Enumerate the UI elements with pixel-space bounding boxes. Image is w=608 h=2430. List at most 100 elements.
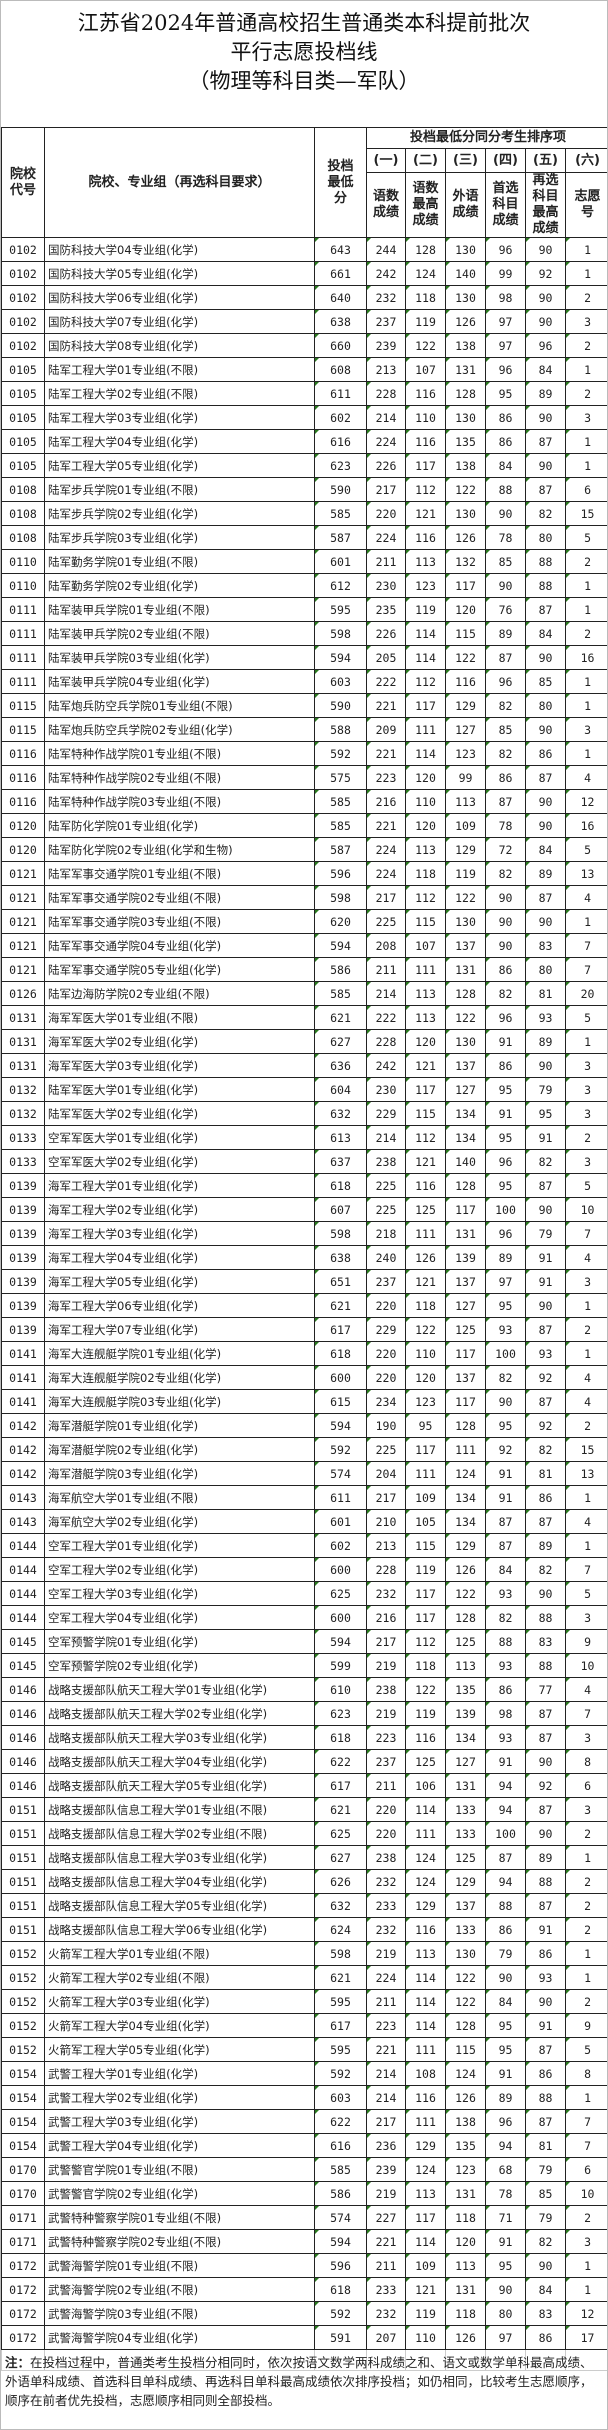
second-subject-max-score: 82 [525,1149,566,1174]
min-score: 586 [314,957,367,982]
header-tie-number: (二) [405,148,446,173]
school-code: 0131 [1,1029,45,1054]
foreign-language-score: 134 [445,1485,486,1510]
table-row: 0146 战略支援部队航天工程大学03专业组(化学) 618 223 116 134 93 8… [1,1725,607,1750]
min-score: 598 [314,1941,367,1966]
table-row: 0145 空军预警学院01专业组(化学) 594 217 112 125 88 83 9 [1,1629,607,1654]
preference-number: 7 [564,1557,607,1582]
footnote: 注：在投档过程中，普通类考生投档分相同时，依次按语文数学两科成绩之和、语文或数学… [5,2353,601,2410]
table-row: 0142 海军潜艇学院02专业组(化学) 592 225 117 111 92 82 15 [1,1437,607,1462]
foreign-language-score: 140 [445,1149,486,1174]
table-row: 0111 陆军装甲兵学院02专业组(不限) 598 226 114 115 89 84 2 [1,621,607,646]
foreign-language-score: 128 [445,381,486,406]
school-group-name: 陆军步兵学院03专业组(化学) [44,525,315,550]
school-group-name: 空军工程大学03专业组(化学) [44,1581,315,1606]
school-group-name: 武警警官学院01专业组(不限) [44,2157,315,2182]
first-subject-score: 78 [485,2181,526,2206]
school-group-name: 武警工程大学04专业组(化学) [44,2133,315,2158]
chinese-math-score: 233 [366,2277,406,2302]
foreign-language-score: 128 [445,2013,486,2038]
preference-number: 2 [564,549,607,574]
first-subject-score: 90 [485,885,526,910]
chinese-math-score: 219 [366,2181,406,2206]
second-subject-max-score: 90 [525,1581,566,1606]
first-subject-score: 90 [485,1389,526,1414]
school-group-name: 海军大连舰艇学院03专业组(化学) [44,1389,315,1414]
chinese-math-max-score: 129 [405,2133,446,2158]
table-row: 0152 火箭军工程大学02专业组(不限) 621 224 114 122 90 93 1 [1,1965,607,1990]
second-subject-max-score: 85 [525,669,566,694]
school-code: 0143 [1,1509,45,1534]
header-min-score: 投档最低分 [314,127,367,238]
school-group-name: 海军工程大学01专业组(化学) [44,1173,315,1198]
chinese-math-score: 220 [366,1797,406,1822]
second-subject-max-score: 81 [525,981,566,1006]
school-group-name: 武警特种警察学院02专业组(不限) [44,2229,315,2254]
table-row: 0171 武警特种警察学院02专业组(不限) 594 221 114 120 91 82 3 [1,2229,607,2254]
second-subject-max-score: 90 [525,909,566,934]
first-subject-score: 97 [485,2325,526,2350]
foreign-language-score: 128 [445,1605,486,1630]
chinese-math-score: 237 [366,1269,406,1294]
table-row: 0151 战略支援部队信息工程大学06专业组(化学) 624 232 116 133 86 9… [1,1917,607,1942]
chinese-math-score: 223 [366,765,406,790]
preference-number: 1 [564,909,607,934]
table-row: 0145 空军预警学院02专业组(化学) 599 219 118 113 93 88 10 [1,1653,607,1678]
min-score: 600 [314,1605,367,1630]
chinese-math-score: 216 [366,1605,406,1630]
chinese-math-max-score: 117 [405,453,446,478]
school-code: 0102 [1,333,45,358]
school-code: 0154 [1,2061,45,2086]
second-subject-max-score: 87 [525,1797,566,1822]
table-row: 0152 火箭军工程大学01专业组(不限) 598 219 113 130 79 86 1 [1,1941,607,1966]
chinese-math-max-score: 110 [405,1341,446,1366]
school-group-name: 空军军医大学02专业组(化学) [44,1149,315,1174]
school-group-name: 海军军医大学01专业组(不限) [44,1005,315,1030]
min-score: 651 [314,1269,367,1294]
table-row: 0146 战略支援部队航天工程大学04专业组(化学) 622 237 125 127 91 9… [1,1749,607,1774]
first-subject-score: 90 [485,1965,526,1990]
table-row: 0142 海军潜艇学院03专业组(化学) 574 204 111 124 91 81 13 [1,1461,607,1486]
second-subject-max-score: 90 [525,285,566,310]
school-code: 0131 [1,1053,45,1078]
second-subject-max-score: 87 [525,885,566,910]
school-code: 0143 [1,1485,45,1510]
school-code: 0115 [1,693,45,718]
chinese-math-score: 235 [366,597,406,622]
chinese-math-score: 236 [366,2133,406,2158]
chinese-math-max-score: 109 [405,1485,446,1510]
min-score: 613 [314,1125,367,1150]
second-subject-max-score: 79 [525,1221,566,1246]
chinese-math-max-score: 120 [405,765,446,790]
table-row: 0144 空军工程大学04专业组(化学) 600 216 117 128 82 88 3 [1,1605,607,1630]
table-row: 0146 战略支援部队航天工程大学02专业组(化学) 623 219 119 139 98 8… [1,1701,607,1726]
first-subject-score: 96 [485,357,526,382]
first-subject-score: 86 [485,1917,526,1942]
second-subject-max-score: 88 [525,1869,566,1894]
second-subject-max-score: 83 [525,1629,566,1654]
preference-number: 3 [564,1725,607,1750]
empty-row [1,2349,607,2371]
foreign-language-score: 117 [445,573,486,598]
school-code: 0131 [1,1005,45,1030]
table-row: 0121 陆军军事交通学院01专业组(不限) 596 224 118 119 82 89 13 [1,861,607,886]
school-code: 0144 [1,1557,45,1582]
foreign-language-score: 128 [445,1413,486,1438]
preference-number: 7 [564,1701,607,1726]
school-group-name: 战略支援部队信息工程大学03专业组(化学) [44,1845,315,1870]
chinese-math-score: 222 [366,1005,406,1030]
foreign-language-score: 126 [445,525,486,550]
foreign-language-score: 113 [445,789,486,814]
table-row: 0152 火箭军工程大学05专业组(化学) 595 221 111 115 95 87 5 [1,2037,607,2062]
foreign-language-score: 122 [445,885,486,910]
min-score: 592 [314,2061,367,2086]
min-score: 592 [314,1437,367,1462]
school-group-name: 海军工程大学04专业组(化学) [44,1245,315,1270]
second-subject-max-score: 86 [525,2061,566,2086]
school-code: 0154 [1,2133,45,2158]
chinese-math-max-score: 116 [405,1725,446,1750]
school-code: 0172 [1,2325,45,2350]
school-group-name: 陆军勤务学院01专业组(不限) [44,549,315,574]
second-subject-max-score: 87 [525,1509,566,1534]
first-subject-score: 86 [485,765,526,790]
